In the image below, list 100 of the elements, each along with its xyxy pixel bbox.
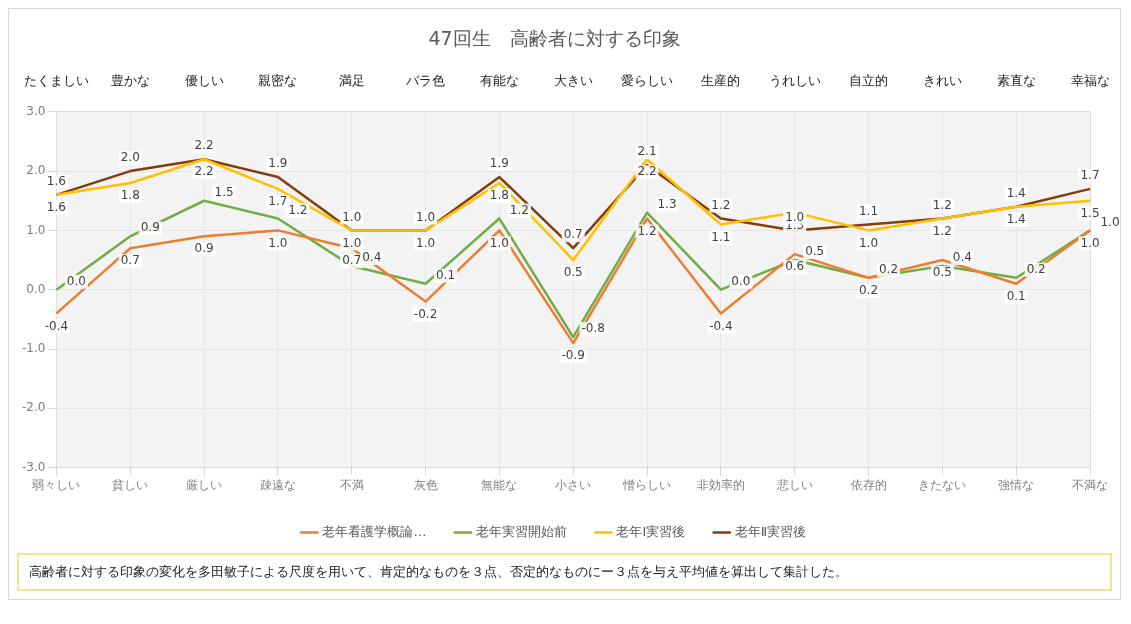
text: 豊かな <box>110 73 150 89</box>
chart-title: 47回生 高齢者に対する印象 <box>428 27 681 50</box>
x-tick-label: 貧しい <box>112 477 149 492</box>
data-label: 1.8 <box>120 188 140 203</box>
data-label: 1.0 <box>489 235 509 250</box>
data-label: 1.0 <box>416 235 436 250</box>
data-label: 0.2 <box>878 261 899 276</box>
data-label: 0.0 <box>731 273 751 288</box>
data-label: 1.8 <box>489 188 509 203</box>
text: 高齢者に対する印象の変化を多田敏子による尺度を用いて、肯定的なものを３点、否定的なものにー３点を与え平均値を算出して集計した。 <box>17 553 1112 591</box>
y-tick-label: -2.0 <box>21 400 46 415</box>
data-label: -0.2 <box>413 306 438 321</box>
data-label: -0.9 <box>561 348 585 363</box>
data-label: 1.4 <box>1006 185 1026 200</box>
x-tick-label: 不満 <box>339 477 364 492</box>
x-tick-label: 非効率的 <box>696 477 745 492</box>
x-tick-label: 弱々しい <box>32 477 81 492</box>
text: うれしい <box>768 73 821 89</box>
text: 大きい <box>553 73 593 89</box>
data-label: 0.5 <box>805 244 825 259</box>
x-tick-label: 疎遠な <box>259 477 296 492</box>
data-label: 1.7 <box>268 194 288 209</box>
data-label: 0.9 <box>140 220 160 235</box>
data-label: 0.4 <box>362 250 382 265</box>
legend-label: 老年Ⅱ実習後 <box>734 523 807 539</box>
text: 生産的 <box>701 73 741 89</box>
text: 親密な <box>258 73 298 89</box>
data-label: 2.0 <box>120 150 140 165</box>
y-tick-label: 3.0 <box>26 103 46 118</box>
x-tick-label: 依存的 <box>850 477 887 492</box>
data-label: 1.0 <box>1080 235 1100 250</box>
data-label: 0.5 <box>563 265 583 280</box>
x-tick-label: 灰色 <box>413 477 438 492</box>
data-label: 0.7 <box>120 253 140 268</box>
data-label: 0.7 <box>342 253 362 268</box>
y-tick-label: -1.0 <box>21 341 46 356</box>
data-label: 0.4 <box>952 250 972 265</box>
data-label: 1.0 <box>342 235 362 250</box>
text: きれい <box>922 73 962 89</box>
x-tick-label: きたない <box>918 477 967 492</box>
data-label: 1.0 <box>416 209 436 224</box>
x-tick-label: 厳しい <box>186 477 223 492</box>
legend-label: 老年看護学概論… <box>322 523 427 539</box>
x-tick-label: 強情な <box>998 477 1035 492</box>
data-label: 1.6 <box>46 199 66 214</box>
x-tick-label: 憎らしい <box>622 477 672 492</box>
text: 満足 <box>338 73 365 89</box>
data-label: 1.2 <box>932 197 952 212</box>
data-label: 0.5 <box>932 265 952 280</box>
data-label: 0.7 <box>563 227 583 242</box>
x-tick-label: 不満な <box>1072 477 1108 492</box>
data-label: 2.2 <box>637 164 657 179</box>
text: たくましい <box>23 73 89 89</box>
data-label: 0.9 <box>194 241 214 256</box>
data-label: -0.4 <box>44 318 69 333</box>
y-tick-label: 2.0 <box>26 163 46 178</box>
data-label: 0.0 <box>66 273 86 288</box>
data-label: 1.9 <box>489 156 509 171</box>
data-label: 1.6 <box>46 173 66 188</box>
y-tick-label: 0.0 <box>26 281 46 296</box>
data-label: 1.2 <box>637 223 657 238</box>
data-label: 1.0 <box>268 235 288 250</box>
data-label: 1.0 <box>342 209 362 224</box>
data-label: 0.2 <box>858 282 879 297</box>
text: 優しい <box>184 73 224 89</box>
legend-label: 老年実習開始前 <box>475 523 567 539</box>
data-label: 1.3 <box>657 196 677 211</box>
text: 有能な <box>479 73 519 89</box>
data-label: 1.5 <box>214 184 234 199</box>
data-label: 0.6 <box>785 259 805 274</box>
x-tick-label: 悲しい <box>775 477 813 492</box>
data-label: -0.4 <box>709 318 733 333</box>
data-label: 2.2 <box>194 164 214 179</box>
y-tick-label: -3.0 <box>21 459 46 474</box>
data-label: 0.2 <box>1026 261 1046 276</box>
y-tick-label: 1.0 <box>26 222 46 237</box>
data-label: 1.0 <box>858 235 879 250</box>
text: バラ色 <box>405 73 446 89</box>
data-label: 1.1 <box>711 229 731 244</box>
data-label: 1.2 <box>509 202 529 217</box>
text: 愛らしい <box>621 73 674 89</box>
data-label: 1.9 <box>268 156 288 171</box>
data-label: 1.2 <box>288 202 308 217</box>
data-label: -0.8 <box>581 321 605 336</box>
x-tick-label: 無能な <box>481 477 518 492</box>
data-label: 0.1 <box>436 267 456 282</box>
data-label: 2.1 <box>637 144 657 159</box>
data-label: 1.2 <box>932 223 952 238</box>
legend-label: 老年Ⅰ実習後 <box>616 523 686 539</box>
data-label: 2.2 <box>194 138 214 153</box>
data-label: 1.1 <box>858 203 879 218</box>
data-label: 0.1 <box>1006 288 1026 303</box>
data-label: 1.0 <box>1100 214 1120 229</box>
data-label: 1.4 <box>1006 211 1026 226</box>
text: 素直な <box>996 73 1036 89</box>
text: 自立的 <box>849 73 889 89</box>
data-label: 1.2 <box>711 197 731 212</box>
x-tick-label: 小さい <box>555 477 592 492</box>
data-label: 1.5 <box>1080 205 1100 220</box>
text: 幸福な <box>1070 73 1110 89</box>
